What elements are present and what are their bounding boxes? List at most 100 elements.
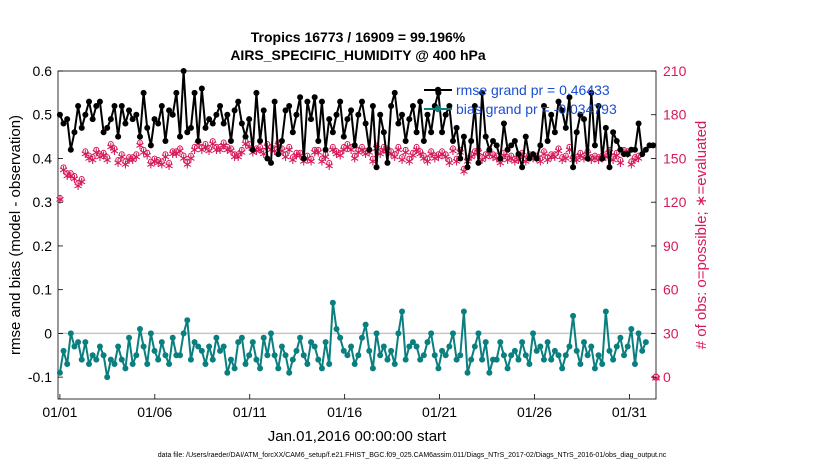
rmse-point [650, 142, 657, 149]
obs-evaluated-point: ∗ [54, 192, 65, 207]
bias-point [526, 361, 533, 368]
x-tick-label: 01/01 [42, 404, 77, 420]
obs-evaluated-point: ∗ [284, 143, 295, 158]
obs-evaluated-point: ∗ [488, 150, 499, 165]
bias-point [209, 356, 216, 363]
obs-possible-point [147, 158, 154, 165]
obs-evaluated-point: ∗ [324, 159, 335, 174]
obs-possible-point [213, 143, 220, 150]
rmse-point [511, 137, 518, 144]
bias-point [540, 356, 547, 363]
x-tick-label: 01/06 [137, 404, 172, 420]
rmse-point [439, 129, 446, 136]
obs-possible-point [428, 148, 435, 155]
obs-evaluated-point: ∗ [480, 150, 491, 165]
rmse-point [206, 116, 213, 123]
rmse-point [428, 129, 435, 136]
x-axis-label: Jan.01,2016 00:00:00 start [268, 428, 447, 445]
obs-evaluated-point: ∗ [226, 144, 237, 159]
bias-point [431, 352, 438, 359]
obs-evaluated-point: ∗ [346, 143, 357, 158]
obs-evaluated-point: ∗ [367, 154, 378, 169]
bias-point [195, 343, 202, 350]
obs-possible-point [71, 173, 78, 179]
rmse-point [278, 137, 285, 144]
obs-possible-point [592, 152, 598, 159]
rmse-point [227, 137, 234, 144]
obs-possible-point [333, 148, 340, 155]
rmse-point [395, 120, 402, 127]
obs-possible-point [86, 152, 92, 159]
bias-point [602, 308, 609, 315]
rmse-point [129, 116, 136, 123]
obs-evaluated-point: ∗ [287, 153, 298, 168]
rmse-point [187, 124, 194, 131]
obs-possible-point [402, 146, 409, 153]
obs-evaluated-point: ∗ [349, 152, 360, 167]
rmse-point [147, 142, 154, 149]
rmse-point [362, 120, 369, 127]
bias-point [479, 356, 486, 363]
obs-possible-point [399, 154, 405, 160]
obs-evaluated-point: ∗ [87, 153, 98, 168]
rmse-point [581, 116, 588, 123]
bias-point [504, 365, 511, 372]
obs-possible-point [162, 151, 169, 157]
bias-point [275, 365, 282, 372]
y-right-tick-label: 90 [663, 238, 679, 254]
obs-evaluated-point: ∗ [542, 153, 553, 168]
obs-possible-point [413, 143, 420, 150]
obs-evaluated-point: ∗ [353, 146, 364, 161]
bias-point [522, 352, 529, 359]
rmse-point [631, 146, 638, 153]
rmse-point [242, 133, 249, 140]
obs-possible-point [391, 151, 398, 157]
legend-bias-marker [434, 105, 442, 113]
obs-evaluated-point: ∗ [364, 146, 375, 161]
obs-evaluated-point: ∗ [120, 157, 131, 172]
rmse-point [588, 89, 595, 96]
obs-possible-point [56, 194, 63, 201]
obs-evaluated-point: ∗ [407, 149, 418, 164]
rmse-point [133, 111, 140, 118]
rmse-point [606, 164, 613, 171]
rmse-point [486, 146, 493, 153]
chart-title: Tropics 16773 / 16909 = 99.196% AIRS_SPE… [230, 29, 486, 63]
rmse-point [373, 164, 380, 171]
bias-point [115, 343, 122, 350]
bias-point [235, 339, 242, 346]
title-line-2: AIRS_SPECIFIC_HUMIDITY @ 400 hPa [230, 47, 486, 63]
y-left-tick-label: 0.3 [33, 194, 53, 210]
obs-possible-point [344, 140, 351, 147]
obs-evaluated-point: ∗ [65, 169, 76, 184]
plot-area [57, 70, 657, 400]
rmse-point [195, 137, 202, 144]
obs-possible-point [188, 152, 194, 159]
obs-possible-point [304, 152, 311, 159]
rmse-point [351, 142, 358, 149]
obs-evaluated-point: ∗ [269, 144, 280, 159]
bias-point [278, 343, 285, 350]
rmse-point [318, 98, 325, 105]
obs-possible-point [184, 158, 191, 165]
bias-point [75, 339, 82, 346]
bias-point [238, 334, 245, 341]
rmse-point [610, 129, 617, 136]
obs-possible-point [60, 164, 67, 171]
obs-evaluated-point: ∗ [211, 143, 222, 158]
obs-evaluated-point: ∗ [142, 149, 153, 164]
obs-evaluated-point: ∗ [604, 146, 615, 161]
bias-point [202, 361, 209, 368]
bias-point [322, 339, 329, 346]
rmse-point [497, 155, 504, 162]
obs-possible-point [632, 154, 638, 160]
rmse-point [399, 111, 406, 118]
obs-evaluated-point: ∗ [378, 143, 389, 158]
rmse-point [358, 98, 365, 105]
bias-point [217, 347, 224, 354]
obs-evaluated-point: ∗ [331, 147, 342, 162]
obs-possible-point [482, 151, 489, 157]
obs-evaluated-point: ∗ [185, 152, 196, 167]
bias-point [449, 330, 456, 337]
rmse-point [355, 111, 362, 118]
